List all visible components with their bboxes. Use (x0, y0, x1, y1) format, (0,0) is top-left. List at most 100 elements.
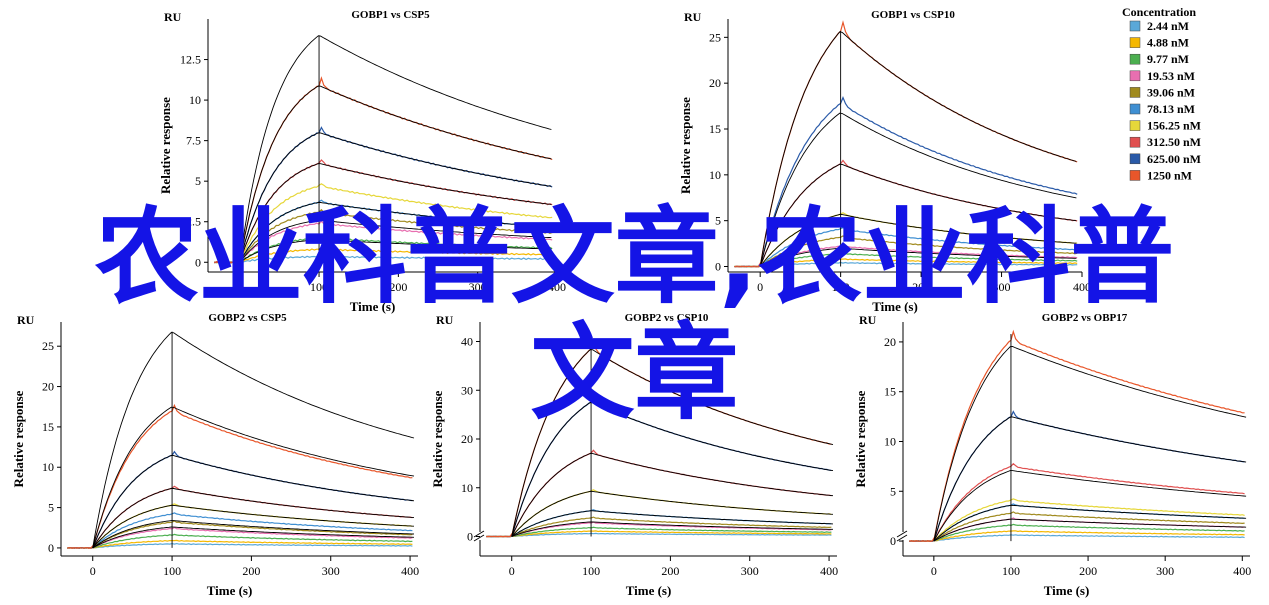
fit-line (239, 35, 552, 263)
y-tick-label: 5 (890, 484, 896, 498)
y-tick-label: 10 (42, 460, 54, 474)
series-line (214, 236, 553, 264)
legend-swatch (1129, 53, 1141, 65)
fit-line (92, 526, 415, 549)
x-tick-label: 200 (389, 280, 407, 294)
y-axis-label: Relative response (430, 390, 445, 487)
series-line (909, 511, 1245, 543)
x-axis-label: Time (s) (626, 583, 672, 598)
fit-line (933, 470, 1247, 542)
x-tick-label: 200 (661, 564, 679, 578)
legend-label: 39.06 nM (1147, 85, 1195, 99)
fit-line (511, 349, 834, 537)
y-axis-label: Relative response (853, 390, 868, 487)
x-tick-label: 200 (1079, 564, 1097, 578)
chart-title: GOBP1 vs CSP5 (351, 9, 430, 21)
y-tick-label: 10 (189, 93, 201, 107)
y-axis-label: Relative response (678, 97, 693, 194)
series-line (67, 485, 413, 549)
series-line (67, 542, 413, 549)
fit-line (92, 520, 415, 549)
chart-panel-gobp1-csp5: 0 2.5 5 7.5 10 12.5 0 100 200 300 400 GOBP1 vs CSP5… (158, 9, 566, 314)
series-line (734, 96, 1078, 268)
fit-line (511, 453, 834, 537)
fit-line (92, 504, 415, 549)
x-tick-label: 300 (993, 280, 1011, 294)
x-tick-label: 400 (1073, 280, 1091, 294)
fit-line (511, 510, 834, 537)
y-tick-label: 40 (461, 335, 473, 349)
series-line (734, 235, 1078, 268)
legend-swatch (1129, 70, 1141, 82)
series-line (909, 329, 1245, 543)
legend-label: 156.25 nM (1147, 119, 1201, 133)
axis-break-gap (898, 532, 908, 540)
y-tick-label: 5 (195, 174, 201, 188)
chart-title: GOBP2 vs CSP5 (208, 312, 287, 324)
y-tick-label: 20 (42, 380, 54, 394)
x-axis-label: Time (s) (207, 583, 253, 598)
series-line (909, 523, 1245, 543)
y-tick-label: 0 (48, 541, 54, 555)
x-tick-label: 400 (548, 280, 566, 294)
fit-line (239, 219, 552, 263)
x-axis-label: Time (s) (1044, 583, 1090, 598)
fit-line (239, 132, 552, 263)
y-axis-label: Relative response (158, 97, 173, 194)
chart-title: GOBP2 vs CSP10 (625, 312, 709, 324)
series-line (734, 244, 1078, 268)
y-tick-label: 20 (461, 432, 473, 446)
y-tick-label: 7.5 (186, 134, 201, 148)
x-axis-label: Time (s) (350, 299, 396, 314)
x-tick-label: 300 (469, 280, 487, 294)
series-line (214, 248, 553, 264)
axis-break-mark (473, 534, 485, 542)
y-tick-label: 25 (709, 30, 721, 44)
y-tick-label: 0 (890, 534, 896, 548)
axis-break-mark (896, 534, 908, 542)
y-tick-label: 5 (48, 501, 54, 515)
legend-label: 19.53 nM (1147, 69, 1195, 83)
fit-line (933, 518, 1247, 542)
fit-line (239, 85, 552, 263)
x-tick-label: 0 (509, 564, 515, 578)
chart-title: GOBP2 vs OBP17 (1042, 312, 1128, 324)
y-tick-label: 30 (461, 383, 473, 397)
y-tick-label: 0 (195, 255, 201, 269)
fit-line (511, 490, 834, 537)
fit-line (92, 332, 415, 548)
x-tick-label: 300 (322, 564, 340, 578)
fit-line (511, 521, 833, 537)
legend-label: 312.50 nM (1147, 135, 1201, 149)
series-line (909, 462, 1245, 542)
y-tick-label: 10 (709, 168, 721, 182)
x-tick-label: 100 (163, 564, 181, 578)
series-line (67, 539, 413, 549)
unit-label: RU (436, 313, 454, 327)
legend-label: 1250 nM (1147, 168, 1192, 182)
x-tick-label: 400 (401, 564, 419, 578)
fit-line (92, 487, 415, 549)
series-line (734, 252, 1078, 268)
x-tick-label: 0 (237, 280, 243, 294)
series-line (486, 516, 832, 538)
unit-label: RU (859, 313, 877, 327)
chart-panel-gobp1-csp10: 0 5 10 15 20 25 0 100 200 300 400 GOBP1 vs CSP10 RU T… (678, 9, 1091, 314)
series-line (734, 258, 1078, 268)
y-tick-label: 25 (42, 339, 54, 353)
unit-label: RU (164, 10, 182, 24)
fit-line (760, 247, 1077, 267)
legend-label: 78.13 nM (1147, 102, 1195, 116)
x-tick-label: 200 (912, 280, 930, 294)
legend-swatch (1129, 37, 1141, 48)
legend-label: 625.00 nM (1147, 152, 1201, 166)
x-tick-label: 400 (1233, 564, 1251, 578)
chart-title: GOBP1 vs CSP10 (871, 9, 955, 21)
fit-line (511, 402, 834, 537)
legend-title: Concentration (1122, 5, 1196, 19)
y-tick-label: 10 (884, 434, 896, 448)
